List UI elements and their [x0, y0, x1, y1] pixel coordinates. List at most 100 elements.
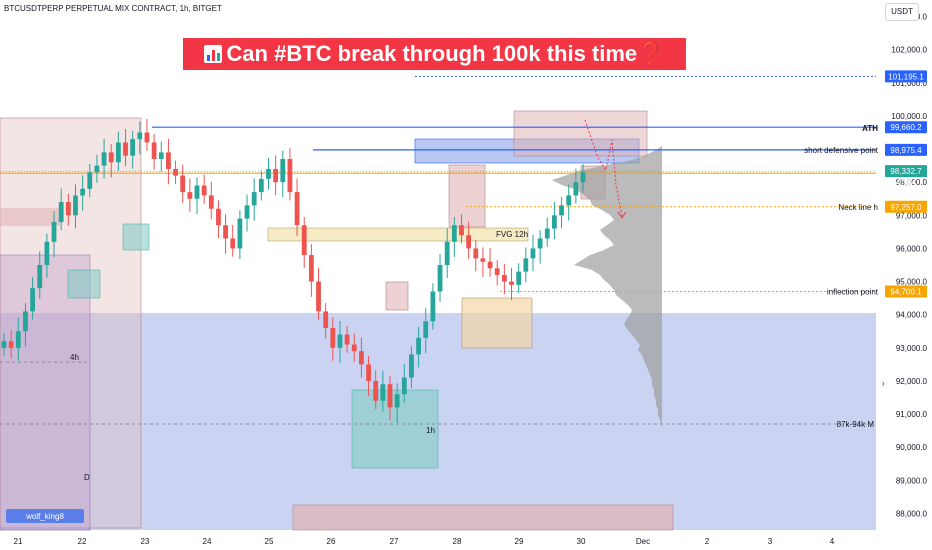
candle-body — [566, 195, 572, 206]
candle-body — [301, 225, 307, 256]
candle-body — [573, 182, 579, 196]
candle-body — [173, 168, 178, 176]
bar-chart-icon — [204, 45, 223, 63]
candle-body — [416, 337, 421, 355]
candle-body — [251, 192, 257, 206]
candle-body — [444, 241, 450, 265]
y-tick-label: 89,000.0 — [896, 476, 928, 485]
supply-box-small — [385, 281, 409, 311]
annotation-label: D — [84, 473, 90, 482]
title-text: Can #BTC break through 100k this time — [226, 41, 638, 66]
candle-body — [65, 202, 71, 216]
y-tick-label: 94,000.0 — [896, 311, 928, 320]
price-label-tag — [885, 165, 927, 178]
time-axis-bg — [0, 531, 932, 550]
annotation-label: FVG 12h — [496, 230, 528, 239]
candle-body — [280, 159, 286, 183]
price-label-tag — [885, 143, 927, 156]
x-tick-label: 2 — [705, 537, 710, 546]
candle-body — [180, 175, 186, 193]
candle-body — [30, 288, 35, 312]
candle-body — [258, 178, 264, 193]
candle-body — [80, 188, 86, 196]
price-label-tag — [885, 285, 927, 298]
candle-body — [330, 327, 336, 348]
x-tick-label: 22 — [78, 537, 87, 546]
candle-body — [423, 321, 429, 338]
annotation-label: short defensive point — [804, 146, 879, 155]
x-tick-label: 4 — [830, 537, 835, 546]
candle-body — [459, 225, 464, 236]
candle-body — [137, 132, 143, 140]
candle-body — [123, 142, 128, 156]
candle-body — [409, 354, 414, 378]
inflection-box — [461, 297, 533, 349]
price-label-tag — [885, 70, 927, 83]
candle-body — [1, 341, 7, 348]
y-tick-label: 98,000.0 — [896, 178, 928, 187]
supply-box-mid — [448, 164, 486, 228]
candle-body — [480, 258, 486, 262]
candle-body — [337, 334, 343, 348]
y-tick-label: 93,000.0 — [896, 344, 928, 353]
candle-body — [230, 238, 236, 249]
candle-body — [323, 311, 329, 328]
demand-box-1 — [122, 223, 150, 251]
x-tick-label: 24 — [203, 537, 212, 546]
y-tick-label: 88,000.0 — [896, 509, 928, 518]
candle-body — [108, 152, 114, 163]
x-tick-label: 28 — [453, 537, 462, 546]
candle-body — [380, 384, 386, 401]
symbol-header: BTCUSDTPERP PERPETUAL MIX CONTRACT, 1h, … — [4, 4, 222, 13]
y-tick-label: 101,000.0 — [891, 79, 927, 88]
price-axis-bg — [876, 0, 932, 550]
candle-body — [94, 165, 100, 173]
price-label: 98,332.7 — [890, 167, 922, 176]
daily-zone-inner — [0, 208, 60, 226]
currency-button[interactable]: USDT — [885, 3, 919, 21]
annotation-label: inflection point — [827, 287, 879, 296]
candle-body — [437, 265, 443, 292]
candle-body — [158, 152, 164, 159]
candle-body — [487, 261, 493, 269]
projected-path — [584, 119, 623, 217]
annotation-label: 87k-94k M — [837, 420, 875, 429]
4h-zone — [0, 254, 91, 531]
candle-body — [308, 255, 314, 282]
annotation-label: 4h — [70, 353, 79, 362]
candle-body — [208, 195, 214, 209]
watermark-badge — [6, 509, 84, 523]
x-tick-label: 27 — [390, 537, 399, 546]
candle-body — [559, 205, 564, 216]
candle-body — [115, 142, 121, 163]
candle-body — [144, 132, 150, 143]
candle-body — [394, 394, 400, 408]
candle-body — [537, 238, 543, 249]
candle-body — [8, 341, 14, 348]
y-tick-label: 96,000.0 — [896, 244, 928, 253]
y-tick-label: 100,000.0 — [891, 112, 927, 121]
x-tick-label: 29 — [515, 537, 524, 546]
candle-body — [23, 311, 28, 332]
candle-body — [216, 208, 221, 226]
candle-body — [494, 268, 500, 275]
price-label-tag — [885, 200, 927, 213]
candle-body — [294, 192, 300, 226]
price-label-tag — [885, 121, 927, 134]
candle-body — [187, 192, 193, 199]
price-label: 99,660.2 — [890, 123, 922, 132]
candle-body — [373, 380, 379, 401]
candle-body — [544, 228, 550, 239]
watermark-label: wolf_king8 — [25, 512, 64, 521]
candle-body — [273, 168, 279, 183]
candle-body — [530, 248, 536, 259]
candle-body — [344, 334, 350, 345]
candle-body — [501, 274, 507, 282]
candle-body — [15, 331, 21, 348]
y-tick-label: 102,000.0 — [891, 46, 927, 55]
target-supply-box — [513, 110, 648, 157]
price-label: 98,975.4 — [890, 146, 922, 155]
candle-body — [401, 377, 407, 395]
candle-body — [430, 291, 436, 322]
